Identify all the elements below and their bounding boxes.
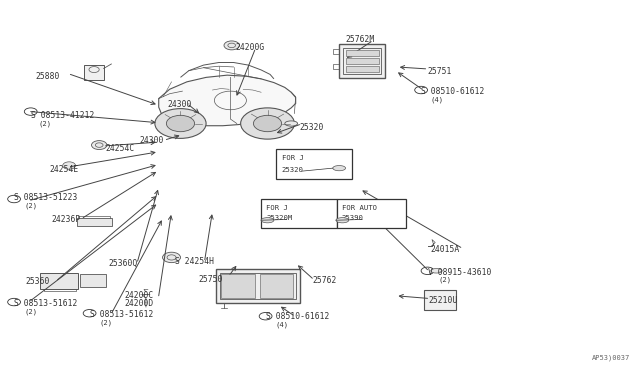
Ellipse shape: [336, 218, 349, 223]
Bar: [221, 274, 255, 298]
Text: (2): (2): [24, 308, 38, 315]
Text: FOR J: FOR J: [266, 205, 288, 211]
Text: (2): (2): [438, 277, 452, 283]
Circle shape: [63, 162, 76, 169]
Ellipse shape: [261, 218, 274, 223]
Bar: [337, 199, 406, 228]
Bar: [40, 273, 78, 289]
Text: (2): (2): [24, 202, 38, 209]
Text: (2): (2): [99, 319, 113, 326]
Text: 25320: 25320: [282, 167, 303, 173]
Bar: [343, 48, 381, 74]
Text: V 08915-43610: V 08915-43610: [428, 268, 491, 277]
Text: (4): (4): [430, 96, 444, 103]
Circle shape: [92, 141, 107, 150]
Text: 25360Q: 25360Q: [109, 259, 138, 268]
Text: S 24254H: S 24254H: [175, 257, 214, 266]
Text: 24015A: 24015A: [430, 245, 460, 254]
Circle shape: [253, 115, 282, 132]
Circle shape: [166, 115, 195, 132]
Ellipse shape: [285, 121, 298, 126]
Text: 24200D: 24200D: [125, 299, 154, 308]
Text: S 08513-51612: S 08513-51612: [14, 299, 77, 308]
Text: 25210U: 25210U: [429, 296, 458, 305]
Text: S 08510-61612: S 08510-61612: [421, 87, 484, 96]
Circle shape: [224, 41, 239, 50]
Ellipse shape: [333, 166, 346, 171]
Bar: [261, 199, 337, 228]
Text: 25360: 25360: [26, 278, 50, 286]
Bar: [77, 218, 112, 226]
Bar: [346, 66, 379, 72]
Text: S 08510-61612: S 08510-61612: [266, 312, 329, 321]
Circle shape: [163, 252, 180, 263]
Text: 25751: 25751: [428, 67, 452, 76]
Bar: [276, 149, 352, 179]
Bar: [260, 274, 293, 298]
Text: S 08513-51612: S 08513-51612: [90, 310, 153, 319]
Bar: [220, 273, 296, 299]
Text: FOR AUTO: FOR AUTO: [342, 205, 377, 211]
Circle shape: [241, 108, 294, 139]
Bar: [333, 49, 339, 54]
Circle shape: [155, 109, 206, 138]
Text: (2): (2): [38, 120, 52, 127]
Text: 25762M: 25762M: [346, 35, 375, 44]
Text: 24300: 24300: [140, 136, 164, 145]
Text: 25320M: 25320M: [266, 215, 292, 221]
Text: 24300: 24300: [168, 100, 192, 109]
Bar: [346, 58, 379, 64]
Bar: [346, 50, 379, 56]
Text: 25880: 25880: [35, 72, 60, 81]
Bar: [84, 65, 104, 80]
Polygon shape: [159, 75, 296, 126]
Text: 24200G: 24200G: [236, 43, 265, 52]
Bar: [424, 290, 456, 310]
Text: 25762: 25762: [312, 276, 337, 285]
Bar: [80, 274, 106, 287]
Bar: [333, 64, 339, 69]
Text: 24200C: 24200C: [125, 291, 154, 300]
Text: S 08513-41212: S 08513-41212: [31, 111, 94, 120]
Bar: [339, 44, 385, 78]
Text: (4): (4): [275, 321, 289, 328]
Text: 25750: 25750: [198, 275, 223, 283]
Bar: [216, 269, 300, 303]
Text: 25390: 25390: [342, 215, 364, 221]
Text: 24254C: 24254C: [106, 144, 135, 153]
Text: 25320: 25320: [300, 123, 324, 132]
Text: FOR J: FOR J: [282, 155, 303, 161]
Ellipse shape: [431, 269, 442, 273]
Text: 24236P: 24236P: [51, 215, 81, 224]
Text: 24254E: 24254E: [50, 165, 79, 174]
Text: AP53)0037: AP53)0037: [592, 355, 630, 361]
Text: S 08513-51223: S 08513-51223: [14, 193, 77, 202]
